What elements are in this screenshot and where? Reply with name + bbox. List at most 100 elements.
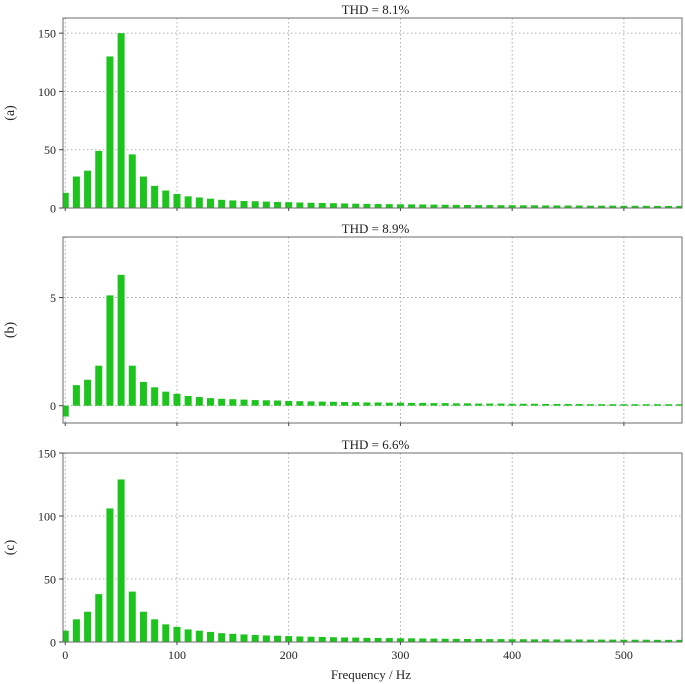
bar	[508, 639, 516, 642]
y-tick-label: 5	[50, 291, 56, 305]
bar	[575, 639, 583, 642]
bar	[553, 403, 561, 406]
x-tick-label: 400	[503, 648, 521, 662]
bar	[553, 639, 561, 642]
plot-frame	[62, 452, 683, 643]
bar	[262, 635, 270, 642]
bar	[497, 639, 505, 642]
bar	[620, 404, 628, 406]
bar	[598, 205, 606, 208]
bar	[139, 381, 147, 406]
bar	[173, 194, 181, 208]
bar	[84, 379, 92, 406]
plot-frame	[62, 17, 683, 209]
bar	[665, 639, 673, 642]
panel-title: THD = 8.1%	[342, 2, 410, 17]
bar	[531, 639, 539, 642]
panel-title: THD = 8.9%	[342, 221, 410, 236]
bar	[251, 634, 259, 642]
bar	[151, 387, 159, 406]
bar	[352, 203, 360, 208]
bar	[542, 205, 550, 208]
bar	[106, 56, 114, 208]
bar	[653, 205, 661, 208]
bar	[385, 402, 393, 406]
bar	[151, 619, 159, 642]
bar	[665, 205, 673, 208]
bar	[452, 638, 460, 642]
bar	[218, 199, 226, 208]
bar	[586, 205, 594, 208]
bar	[396, 638, 404, 642]
bar	[95, 150, 103, 208]
bar	[609, 639, 617, 642]
y-tick-label: 0	[50, 636, 56, 650]
bar	[598, 639, 606, 642]
bar	[519, 639, 527, 642]
bar	[307, 401, 315, 406]
bar	[84, 611, 92, 642]
bar	[374, 204, 382, 208]
bar	[240, 201, 248, 208]
bar	[195, 397, 203, 406]
bar	[218, 398, 226, 406]
bar	[665, 404, 673, 406]
bar	[441, 403, 449, 406]
bar	[341, 637, 349, 642]
bar	[486, 205, 494, 208]
bar	[63, 192, 69, 208]
bar	[139, 611, 147, 642]
y-tick-label: 150	[38, 447, 56, 461]
bar	[396, 402, 404, 406]
chart-panel-1: 0 50 100 150 THD = 8.1% (a)	[3, 2, 683, 216]
bar	[631, 404, 639, 406]
bar	[251, 201, 259, 208]
bar	[642, 205, 650, 208]
bar	[285, 636, 293, 642]
bar	[620, 639, 628, 642]
bar	[63, 405, 69, 417]
bar	[128, 591, 136, 642]
panel-label: (b)	[3, 322, 18, 339]
bar	[229, 633, 237, 642]
bar	[262, 201, 270, 208]
bar	[329, 401, 337, 406]
y-tick-label: 100	[38, 85, 56, 99]
bar	[430, 403, 438, 406]
bar	[307, 202, 315, 208]
bar	[274, 201, 282, 208]
bar	[296, 202, 304, 208]
bar	[106, 295, 114, 406]
bar	[184, 629, 192, 642]
bar	[374, 402, 382, 406]
bar	[251, 400, 259, 406]
bar	[329, 203, 337, 208]
bar	[441, 204, 449, 208]
bar	[95, 594, 103, 642]
bar	[240, 634, 248, 642]
bar	[206, 398, 214, 406]
bar	[162, 624, 170, 642]
bar	[408, 402, 416, 406]
bar	[419, 402, 427, 406]
bar	[106, 508, 114, 642]
bar	[642, 404, 650, 406]
bar	[274, 400, 282, 406]
bar	[352, 402, 360, 406]
y-tick-label: 150	[38, 27, 56, 41]
bar	[262, 400, 270, 406]
bar	[430, 204, 438, 208]
bar	[598, 404, 606, 406]
bar	[463, 638, 471, 642]
bar	[463, 204, 471, 208]
bar	[173, 393, 181, 406]
bar	[408, 204, 416, 208]
bar	[542, 403, 550, 406]
x-tick-label: 300	[391, 648, 409, 662]
bar	[486, 639, 494, 642]
panel-label: (c)	[3, 539, 18, 555]
bar	[531, 205, 539, 208]
bar	[620, 205, 628, 208]
bar	[564, 205, 572, 208]
bar	[363, 203, 371, 208]
